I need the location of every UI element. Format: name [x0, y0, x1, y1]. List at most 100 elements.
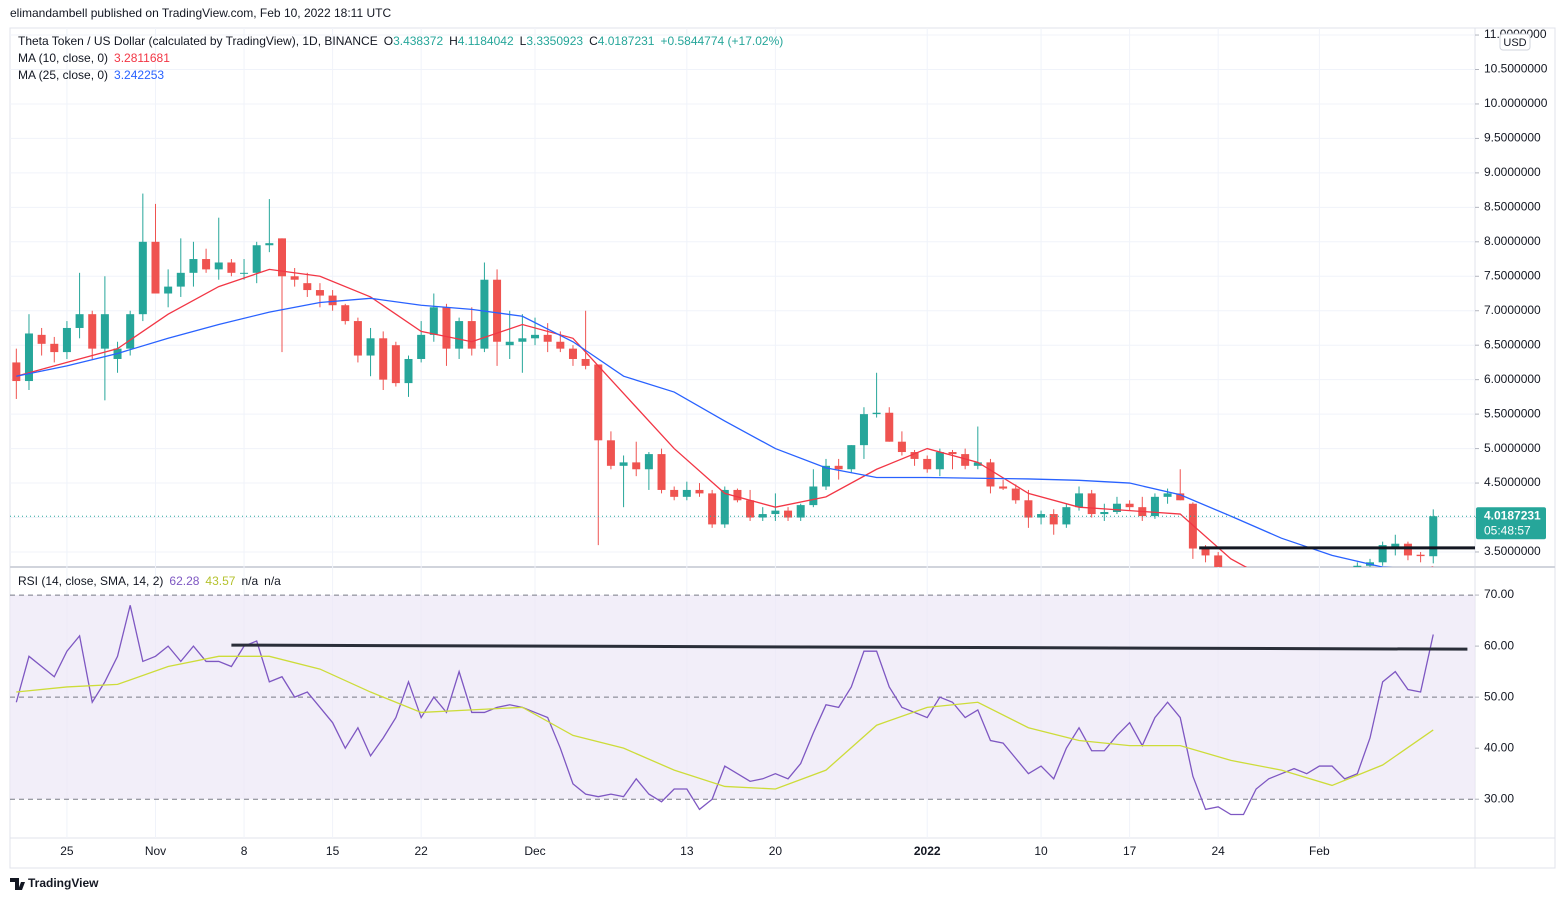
candle-body	[1214, 555, 1223, 567]
y-tick-label: 9.5000000	[1484, 131, 1541, 145]
symbol: Theta Token / US Dollar (calculated by T…	[18, 34, 378, 48]
y-tick-label: 70.00	[1484, 587, 1514, 601]
candle-body	[379, 338, 388, 380]
candle-body	[1024, 500, 1033, 518]
candle-body	[252, 245, 261, 273]
x-tick-label: Feb	[1309, 844, 1330, 858]
candle-body	[695, 489, 704, 494]
legend-main: Theta Token / US Dollar (calculated by T…	[18, 34, 783, 48]
candle-body	[1391, 543, 1400, 549]
candle-body	[910, 452, 919, 459]
candle-body	[315, 290, 324, 296]
candle-body	[62, 327, 71, 353]
candle-body	[657, 454, 666, 490]
y-tick-label: 6.0000000	[1484, 372, 1541, 386]
x-tick-label: Nov	[145, 844, 166, 858]
candle-body	[176, 272, 185, 287]
candle-body	[784, 510, 793, 518]
x-tick-label: 20	[769, 844, 783, 858]
y-tick-label: 3.5000000	[1484, 544, 1541, 558]
y-tick-label: 4.5000000	[1484, 475, 1541, 489]
candle-body	[1100, 511, 1109, 515]
candle-body	[467, 321, 476, 349]
candle-body	[885, 412, 894, 442]
change: +0.5844774 (+17.02%)	[660, 34, 783, 48]
h-value: 4.1184042	[458, 34, 514, 48]
candle-body	[138, 241, 147, 315]
candle-body	[303, 283, 312, 291]
ma-value: 3.242253	[114, 68, 164, 82]
candle-body	[1075, 493, 1084, 508]
o-prefix: O	[384, 34, 393, 48]
candle-body	[1378, 545, 1387, 563]
candle-body	[733, 489, 742, 501]
candle-body	[581, 358, 590, 366]
publisher: elimandambell published on TradingView.c…	[10, 6, 391, 20]
candle-body	[821, 465, 830, 487]
candle-body	[1037, 514, 1046, 518]
y-tick-label: 50.00	[1484, 689, 1514, 703]
y-tick-label: 7.5000000	[1484, 268, 1541, 282]
candle-body	[1290, 583, 1298, 586]
candle-body	[227, 262, 236, 273]
candle-body	[594, 364, 603, 441]
candle-body	[847, 445, 856, 470]
candle-body	[973, 462, 982, 466]
y-tick-label: 10.5000000	[1484, 62, 1548, 76]
candle-body	[809, 486, 818, 506]
sma-value: 43.57	[205, 574, 235, 588]
series-line	[15, 605, 1434, 816]
series-line	[16, 655, 1434, 790]
candle-body	[999, 486, 1008, 489]
candle-body	[1112, 503, 1121, 512]
candle-body	[341, 305, 350, 322]
x-tick-label: 10	[1034, 844, 1048, 858]
candle-body	[265, 243, 274, 246]
candle-body	[859, 414, 868, 446]
candle-body	[556, 341, 565, 349]
candle-body	[24, 333, 33, 382]
candle-body	[214, 262, 223, 270]
rsi-pane	[10, 594, 1475, 816]
candle-body	[1125, 503, 1134, 508]
candle-body	[328, 295, 337, 306]
candle-body	[1239, 590, 1247, 593]
currency-box	[1499, 33, 1531, 51]
candle-body	[568, 348, 577, 359]
candle-body	[986, 462, 995, 487]
candle-body	[531, 334, 540, 339]
series-line	[16, 297, 1393, 567]
candle-body	[1201, 548, 1210, 556]
x-tick-label: 13	[680, 844, 694, 858]
ma-name: MA (10, close, 0)	[18, 51, 108, 65]
x-tick-label: Dec	[524, 844, 545, 858]
o-value: 3.438372	[393, 34, 443, 48]
candle-body	[632, 462, 641, 470]
candle-body	[961, 454, 970, 466]
trend-line	[231, 643, 1468, 651]
candle-body	[202, 259, 211, 270]
candle-body	[88, 314, 97, 349]
candle-body	[1416, 554, 1425, 557]
legend-rsi: RSI (14, close, SMA, 14, 2) 62.28 43.57 n/a…	[18, 574, 281, 588]
ma-name: MA (25, close, 0)	[18, 68, 108, 82]
candle-body	[164, 286, 173, 294]
y-tick-label: 7.0000000	[1484, 303, 1541, 317]
last-price: 4.0187231	[1484, 508, 1541, 522]
candle-body	[1265, 586, 1273, 593]
candle-body	[1049, 514, 1058, 525]
candle-body	[75, 314, 84, 328]
frame	[9, 27, 1556, 869]
candle-body	[189, 259, 198, 273]
candle-body	[455, 321, 464, 349]
candle-body	[1252, 586, 1260, 589]
rsi-value: 62.28	[169, 574, 199, 588]
x-tick-label: 8	[241, 844, 248, 858]
candle-body	[100, 314, 109, 349]
x-tick-label: 24	[1212, 844, 1226, 858]
candle-body	[1328, 583, 1336, 593]
y-tick-label: 10.0000000	[1484, 96, 1548, 110]
candle-body	[50, 343, 59, 353]
x-tick-label: 2022	[914, 844, 941, 858]
